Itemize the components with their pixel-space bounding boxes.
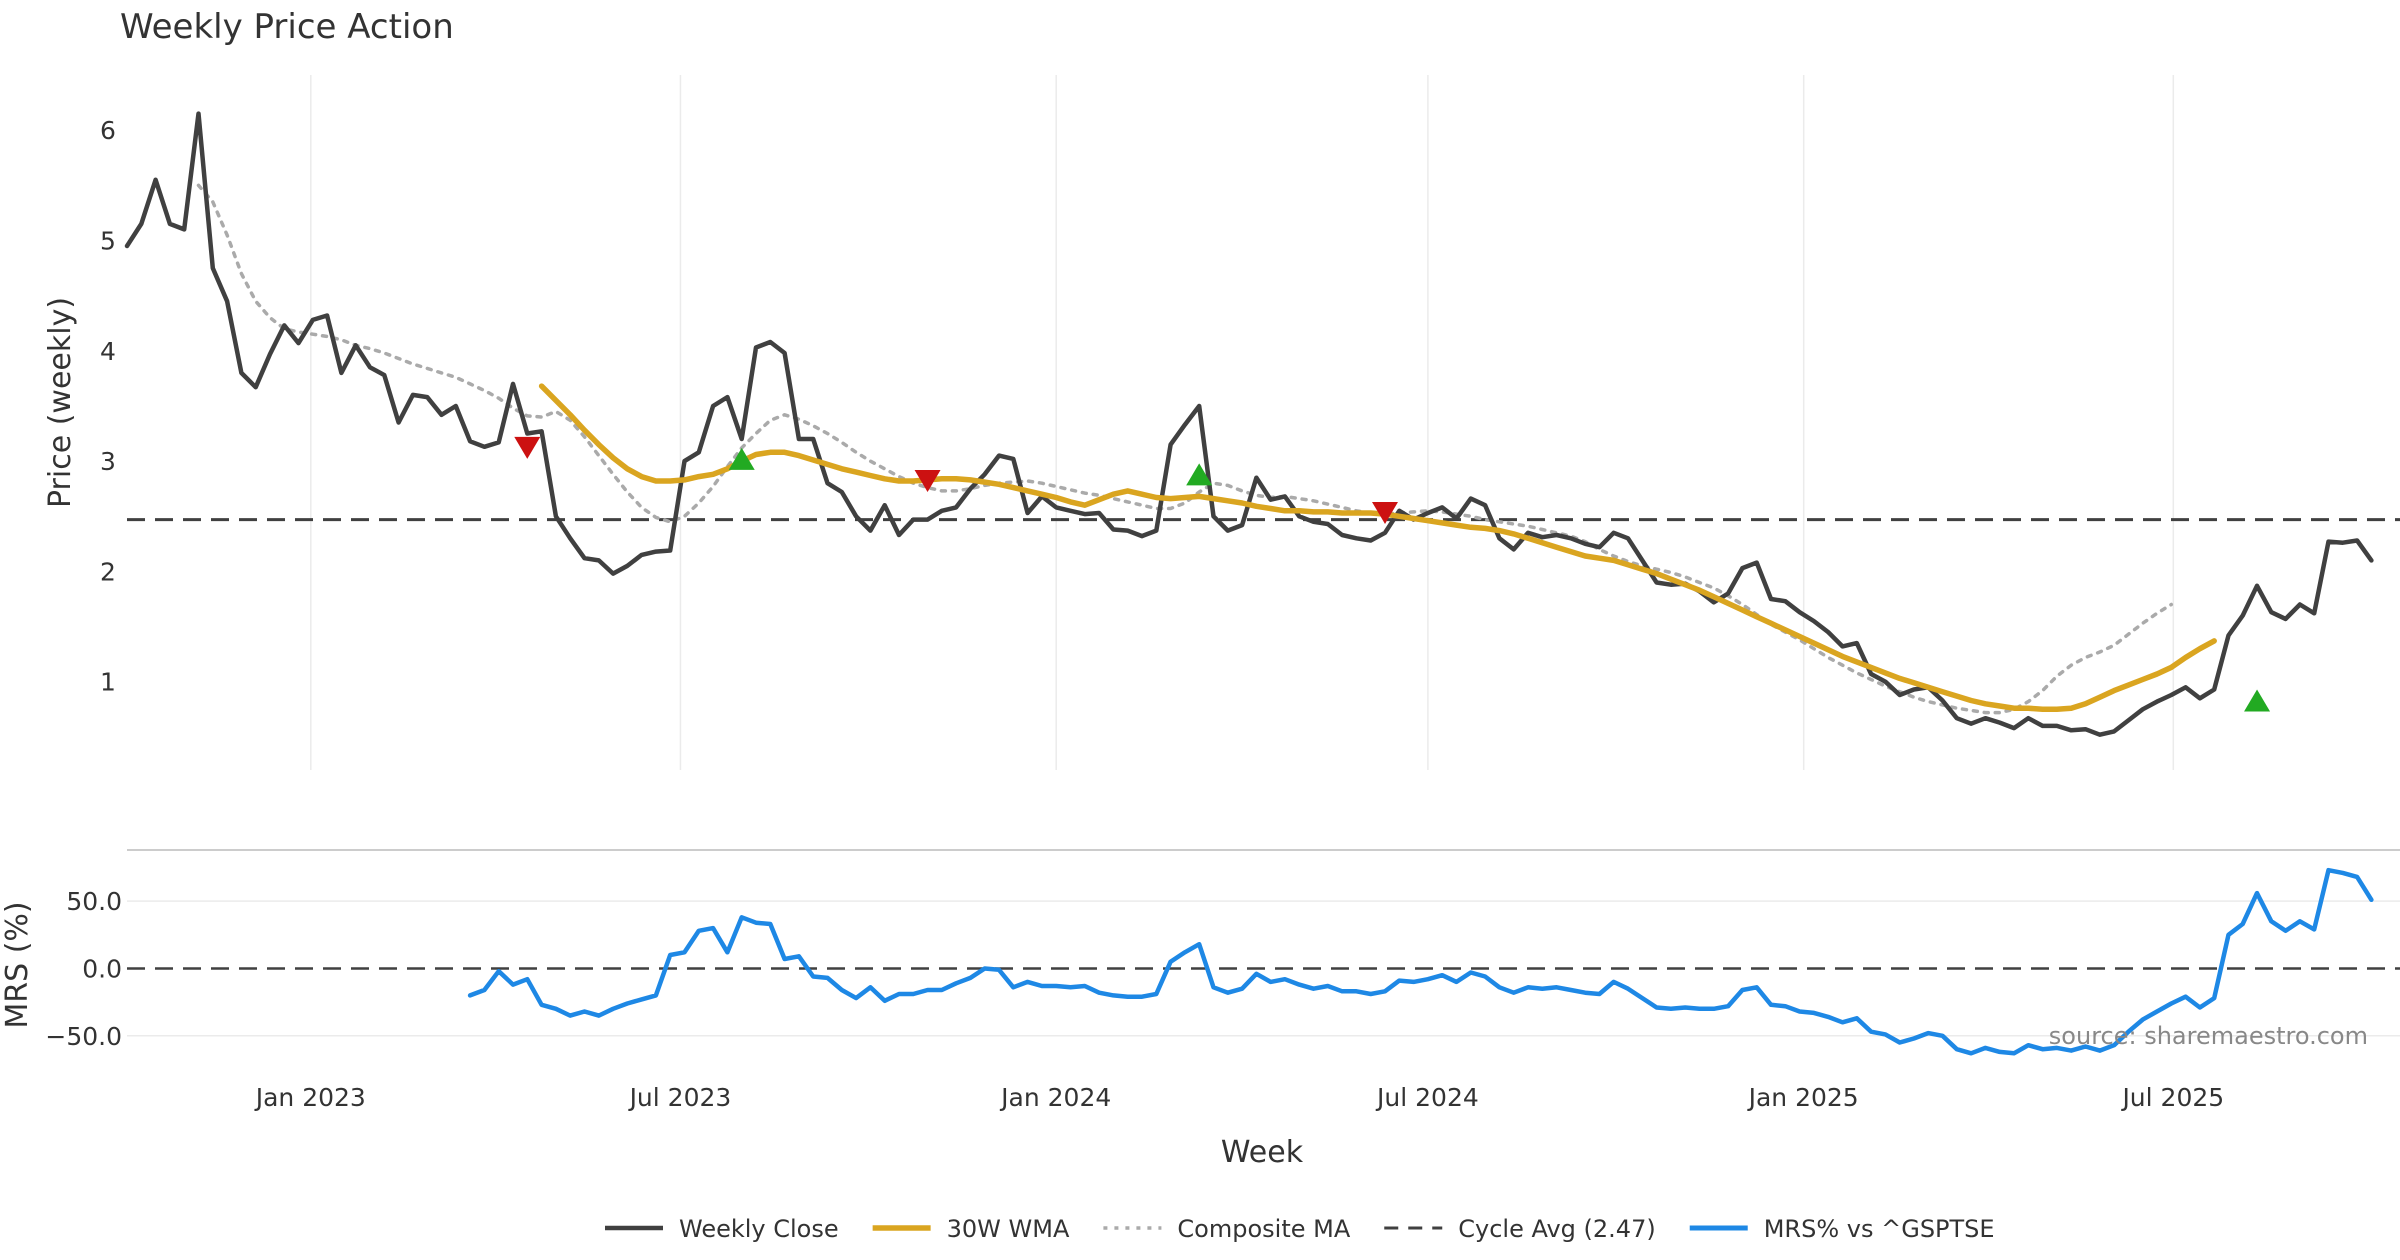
x-tick-label: Jul 2025 <box>2120 1083 2224 1112</box>
price-y-tick-label: 4 <box>100 337 116 366</box>
mrs-y-tick-label: 0.0 <box>82 954 122 983</box>
legend-item: Composite MA <box>1103 1215 1351 1243</box>
x-tick-label: Jan 2024 <box>999 1083 1111 1112</box>
price-series-group <box>124 111 2374 737</box>
legend-item: Weekly Close <box>605 1215 839 1243</box>
legend-label: Weekly Close <box>679 1215 839 1243</box>
sell-signal-marker <box>1372 501 1399 524</box>
x-tick-label: Jan 2025 <box>1747 1083 1859 1112</box>
price-y-ticks: 1 2 3 4 5 6 <box>100 116 116 697</box>
price-y-tick-label: 2 <box>100 557 116 586</box>
mrs-y-ticks: 50.0 0.0 −50.0 <box>45 887 122 1051</box>
price-y-axis-label: Price (weekly) <box>43 297 78 508</box>
price-y-tick-label: 1 <box>100 668 116 697</box>
buy-signal-marker <box>2244 689 2271 712</box>
legend: Weekly Close 30W WMA Composite MA Cycle Avg… <box>605 1215 1995 1243</box>
x-tick-label: Jul 2023 <box>628 1083 732 1112</box>
price-y-tick-label: 3 <box>100 447 116 476</box>
series-composite-ma <box>196 183 2174 715</box>
legend-item: Cycle Avg (2.47) <box>1384 1215 1656 1243</box>
sell-signal-marker <box>514 436 541 459</box>
x-ticks: Jan 2023 Jul 2023 Jan 2024 Jul 2024 Jan 2025… <box>254 1083 2224 1112</box>
price-y-tick-label: 6 <box>100 116 116 145</box>
mrs-y-axis-label: MRS (%) <box>0 901 35 1028</box>
legend-item: 30W WMA <box>872 1215 1070 1243</box>
chart-title: Weekly Price Action <box>120 7 454 47</box>
mrs-y-tick-label: −50.0 <box>45 1022 122 1051</box>
legend-item: MRS% vs ^GSPTSE <box>1689 1215 1995 1243</box>
price-grid <box>310 75 2175 770</box>
legend-label: MRS% vs ^GSPTSE <box>1764 1215 1995 1243</box>
mrs-grid <box>127 849 2400 1037</box>
mrs-y-tick-label: 50.0 <box>66 887 122 916</box>
x-axis-label: Week <box>1221 1135 1304 1170</box>
buy-signal-marker <box>1186 463 1213 486</box>
buy-signal-marker <box>728 447 755 470</box>
signal-markers <box>514 436 2271 712</box>
mrs-series-group <box>467 867 2374 1056</box>
series-weekly-close <box>124 111 2374 737</box>
x-tick-label: Jul 2024 <box>1375 1083 1479 1112</box>
sell-signal-marker <box>914 469 941 492</box>
legend-label: Composite MA <box>1177 1215 1350 1243</box>
source-credit: source: sharemaestro.com <box>2049 1022 2368 1050</box>
series-mrs-vs-gsptse <box>467 867 2374 1056</box>
legend-label: 30W WMA <box>947 1215 1070 1243</box>
x-tick-label: Jan 2023 <box>254 1083 366 1112</box>
price-y-tick-label: 5 <box>100 226 116 255</box>
legend-label: Cycle Avg (2.47) <box>1458 1215 1655 1243</box>
series-30w-wma <box>538 383 2217 713</box>
